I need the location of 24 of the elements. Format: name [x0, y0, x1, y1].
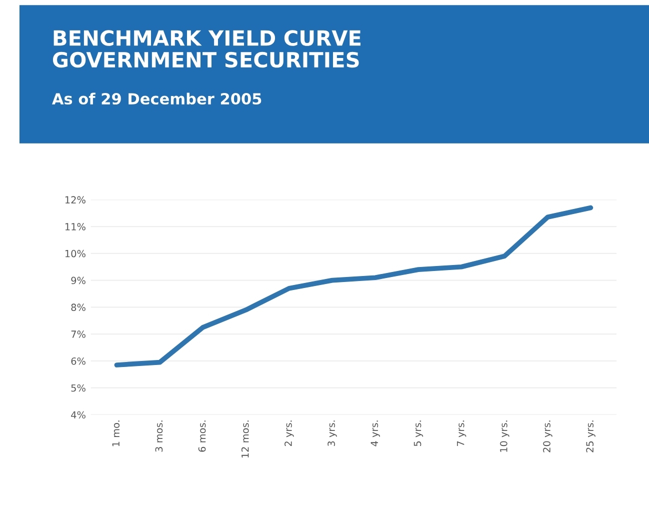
chart-subtitle: As of 29 December 2005: [52, 92, 262, 105]
x-tick-label: 10 yrs.: [500, 420, 510, 452]
y-tick-label: 11%: [65, 223, 86, 230]
y-tick-label: 7%: [71, 330, 86, 338]
x-tick-label: 12 mos.: [241, 420, 249, 458]
x-tick-label: 6 mos.: [198, 420, 206, 452]
x-tick-label: 1 mo.: [112, 420, 120, 446]
y-tick-label: 9%: [71, 276, 86, 284]
y-tick-label: 5%: [71, 384, 86, 392]
x-tick-label: 20 yrs.: [543, 420, 552, 452]
y-tick-label: 12%: [65, 196, 86, 204]
y-tick-label: 8%: [71, 304, 86, 312]
y-tick-label: 6%: [71, 357, 86, 365]
x-tick-label: 7 yrs.: [457, 420, 466, 446]
x-tick-label: 2 yrs.: [284, 420, 294, 446]
x-tick-label: 3 mos.: [155, 420, 163, 452]
y-tick-label: 4%: [71, 411, 86, 419]
x-tick-label: 25 yrs.: [586, 420, 596, 452]
y-tick-label: 10%: [65, 250, 86, 258]
chart-title: BENCHMARK YIELD CURVE GOVERNMENT SECURITIES: [52, 30, 360, 68]
x-tick-label: 3 yrs.: [328, 420, 337, 446]
x-tick-label: 4 yrs.: [370, 420, 380, 446]
x-tick-label: 5 yrs.: [414, 420, 424, 446]
line-series: [114, 205, 594, 368]
